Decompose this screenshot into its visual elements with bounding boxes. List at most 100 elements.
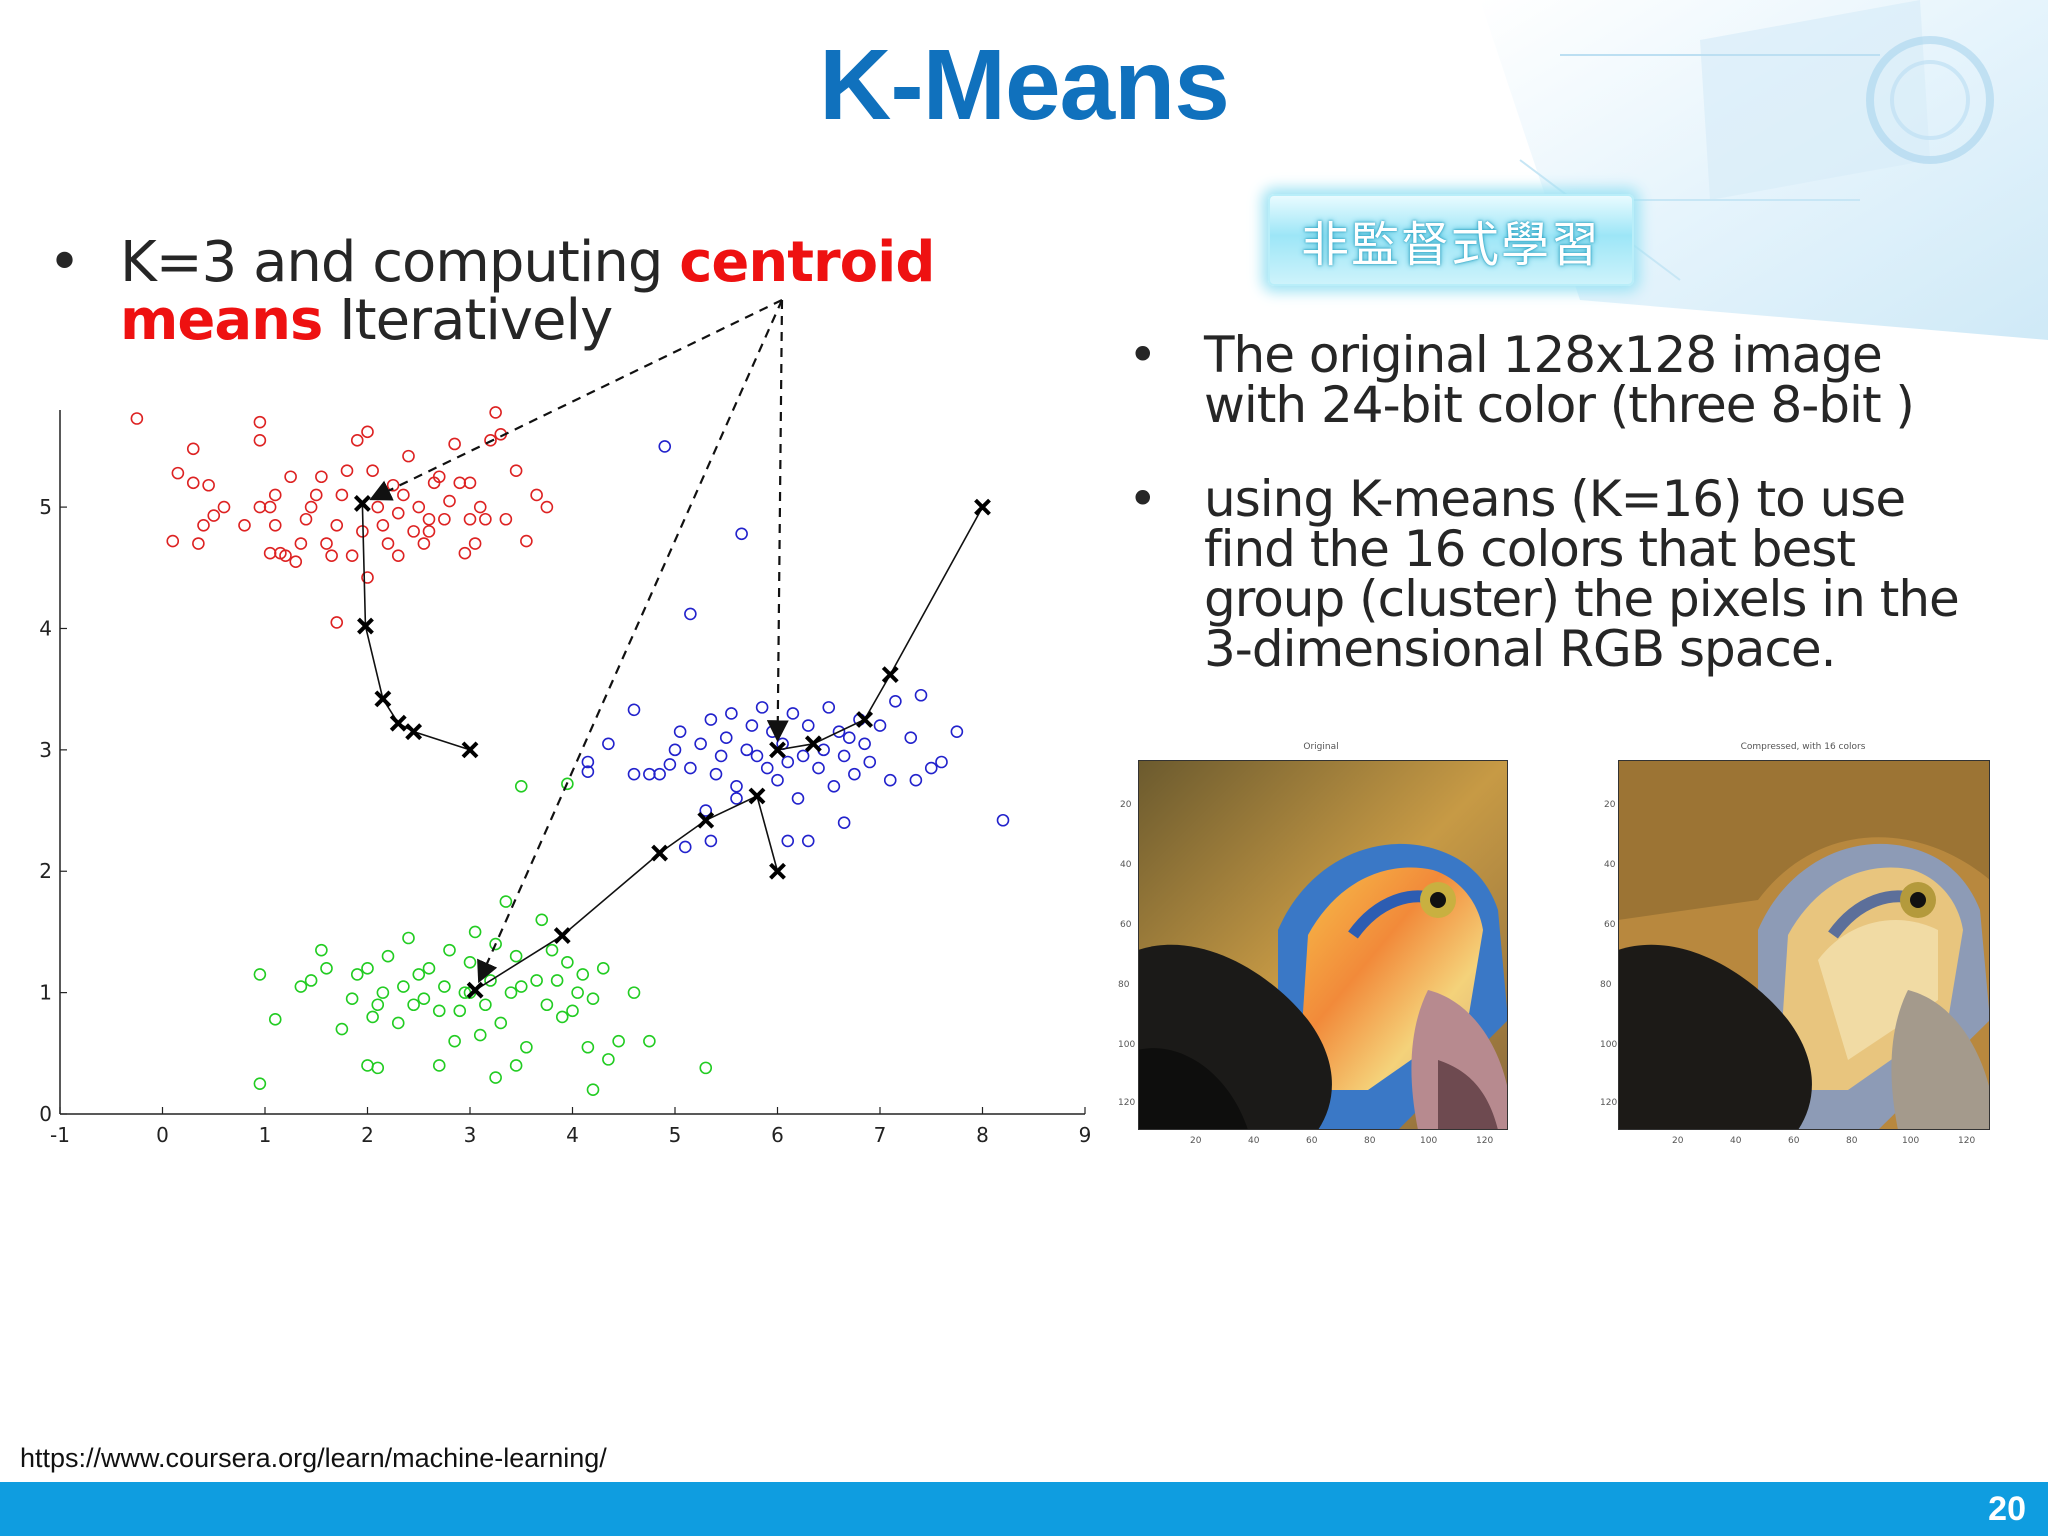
right-bullet-1: • The original 128x128 image with 24-bit… xyxy=(1128,330,2008,430)
data-point xyxy=(509,1059,523,1072)
data-point xyxy=(889,695,902,708)
data-point xyxy=(371,1061,385,1075)
data-point xyxy=(448,437,461,451)
data-point xyxy=(735,527,748,541)
data-point xyxy=(402,449,415,463)
data-point xyxy=(438,512,451,526)
centroid-marker xyxy=(804,735,822,753)
x-tick: 100 xyxy=(1420,1136,1438,1146)
data-point xyxy=(263,546,277,560)
data-point xyxy=(801,834,815,848)
y-tick-label: 3 xyxy=(39,738,52,762)
data-point xyxy=(407,525,420,538)
data-point xyxy=(586,1083,600,1097)
data-point xyxy=(294,537,308,550)
data-point xyxy=(217,500,231,514)
data-point xyxy=(771,773,784,787)
data-point xyxy=(253,1077,267,1090)
data-point xyxy=(407,998,420,1012)
data-point xyxy=(581,765,595,779)
data-point xyxy=(299,512,313,526)
y-tick: 80 xyxy=(1118,980,1130,990)
data-point xyxy=(602,737,615,751)
data-point xyxy=(391,506,405,520)
data-point xyxy=(366,464,379,477)
data-point xyxy=(643,1034,656,1048)
data-point xyxy=(463,955,477,969)
data-point xyxy=(668,743,682,757)
data-point xyxy=(489,937,502,951)
x-tick: 20 xyxy=(1672,1136,1684,1146)
data-point xyxy=(924,761,938,775)
data-point xyxy=(381,537,395,550)
data-point xyxy=(842,731,856,745)
bullet-line: 3-dimensional RGB space. xyxy=(1204,620,1837,678)
centroid-marker xyxy=(769,862,786,880)
data-point xyxy=(684,607,697,621)
data-point xyxy=(827,779,841,793)
data-point xyxy=(740,743,754,757)
data-point xyxy=(566,1004,579,1018)
centroid-marker xyxy=(389,714,407,732)
data-point xyxy=(202,478,215,492)
left-bullet: • K=3 and computing centroid means Itera… xyxy=(48,234,948,350)
bullet-text-after: Iteratively xyxy=(322,288,613,353)
right-bullet-2-text: using K-means (K=16) to use find the 16 … xyxy=(1204,474,2008,674)
data-point xyxy=(361,425,374,439)
data-point xyxy=(576,968,590,981)
data-point xyxy=(371,998,385,1012)
data-point xyxy=(540,500,554,514)
data-point xyxy=(422,525,436,538)
data-point xyxy=(586,992,600,1005)
data-point xyxy=(612,1034,625,1048)
data-point xyxy=(950,725,964,738)
data-point xyxy=(166,534,180,548)
data-point xyxy=(520,534,533,548)
x-tick-label: 5 xyxy=(669,1123,682,1147)
centroid-path xyxy=(361,503,471,751)
data-point xyxy=(197,519,210,532)
data-point xyxy=(484,434,497,447)
x-tick: 60 xyxy=(1306,1136,1318,1146)
data-point xyxy=(340,464,354,477)
page-number: 20 xyxy=(1988,1490,2026,1528)
data-point xyxy=(376,986,390,999)
data-point xyxy=(494,1016,508,1030)
x-tick: 100 xyxy=(1902,1136,1920,1146)
data-point xyxy=(704,713,718,726)
data-point xyxy=(458,546,472,560)
data-point xyxy=(489,1071,502,1084)
centroid-path xyxy=(474,794,779,991)
data-point xyxy=(914,688,928,702)
data-point xyxy=(320,962,333,975)
data-point xyxy=(596,962,610,975)
data-point xyxy=(315,470,328,484)
original-bird-image xyxy=(1138,760,1508,1130)
data-point xyxy=(345,992,359,1005)
y-tick-label: 0 xyxy=(39,1102,52,1126)
data-point xyxy=(489,406,502,419)
data-point xyxy=(417,537,431,550)
y-tick: 100 xyxy=(1600,1040,1618,1050)
x-tick: 120 xyxy=(1958,1136,1976,1146)
data-point xyxy=(361,1059,374,1072)
data-point xyxy=(432,1004,446,1018)
data-point xyxy=(443,494,456,508)
data-point xyxy=(699,804,713,817)
footer-bar: 20 xyxy=(0,1482,2048,1536)
bullet-line: with 24-bit color (three 8-bit ) xyxy=(1204,376,1915,434)
data-point xyxy=(284,470,297,484)
data-point xyxy=(171,466,185,480)
data-point xyxy=(253,968,267,981)
y-tick-label: 1 xyxy=(39,981,52,1005)
data-point xyxy=(397,488,410,502)
data-point xyxy=(520,1040,533,1054)
data-point xyxy=(468,925,482,939)
data-point xyxy=(350,968,364,981)
source-url[interactable]: https://www.coursera.org/learn/machine-l… xyxy=(20,1443,607,1473)
data-point xyxy=(550,974,564,987)
data-point xyxy=(935,755,948,769)
bullet-line: group (cluster) the pixels in the xyxy=(1204,570,1960,628)
y-tick: 100 xyxy=(1118,1040,1136,1050)
